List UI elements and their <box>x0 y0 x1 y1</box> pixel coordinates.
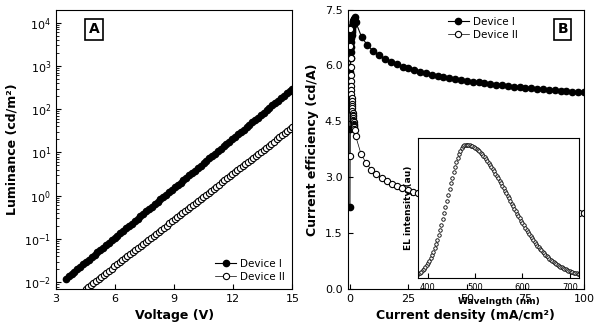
Device II <box>518 207 526 211</box>
Line: Device I: Device I <box>347 14 587 210</box>
X-axis label: Current density (mA/cm²): Current density (mA/cm²) <box>376 309 555 322</box>
Device II <box>223 176 230 180</box>
Device I <box>351 15 358 19</box>
Device II <box>508 206 515 210</box>
Device I <box>217 147 224 151</box>
Device I <box>289 87 296 91</box>
Device II <box>347 79 355 83</box>
Legend: Device I, Device II: Device I, Device II <box>446 15 520 42</box>
Device I <box>346 205 353 209</box>
Device II <box>503 205 510 209</box>
Device I <box>569 90 576 93</box>
Y-axis label: Current efficiency (cd/A): Current efficiency (cd/A) <box>307 63 319 236</box>
Device I <box>200 161 207 165</box>
Device II <box>208 189 215 193</box>
Device II <box>544 209 551 213</box>
Device II <box>82 287 89 291</box>
Device II <box>265 144 272 148</box>
Line: Device II: Device II <box>347 26 587 216</box>
Device I <box>163 193 170 196</box>
Device II <box>347 28 354 31</box>
Device I <box>350 18 357 22</box>
Device I <box>533 87 541 91</box>
Device I <box>349 22 356 26</box>
Line: Device II: Device II <box>82 124 296 292</box>
Device I <box>263 108 270 112</box>
Text: A: A <box>88 22 99 36</box>
Line: Device I: Device I <box>63 86 296 282</box>
Y-axis label: Luminance (cd/m²): Luminance (cd/m²) <box>5 84 19 215</box>
Device I <box>209 154 216 158</box>
Device I <box>197 164 204 168</box>
Device II <box>289 125 296 129</box>
Device I <box>405 67 412 71</box>
Device II <box>205 191 212 195</box>
X-axis label: Voltage (V): Voltage (V) <box>134 309 214 322</box>
Device I <box>62 277 70 281</box>
Text: B: B <box>557 22 568 36</box>
Device II <box>580 211 587 215</box>
Device I <box>580 91 587 94</box>
Device II <box>346 154 353 158</box>
Device II <box>215 183 223 187</box>
Legend: Device I, Device II: Device I, Device II <box>213 256 287 284</box>
Device II <box>492 204 499 208</box>
Device II <box>173 215 181 219</box>
Device I <box>370 49 377 53</box>
